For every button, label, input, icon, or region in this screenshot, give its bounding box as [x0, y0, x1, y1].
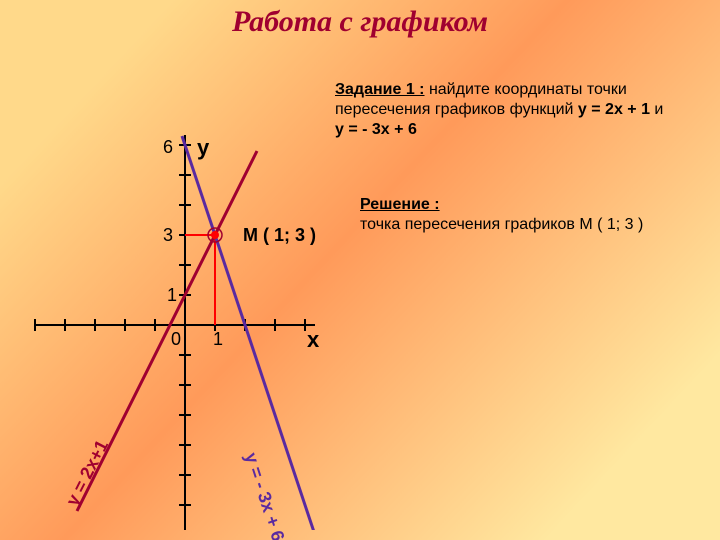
task-text: Задание 1 : найдите координаты точки пер… — [335, 80, 695, 140]
axis-number-labels: у х 0 1 1 3 6 М ( 1; 3 ) — [163, 135, 320, 352]
function-lines — [77, 136, 314, 530]
task-label: Задание 1 : — [335, 81, 425, 98]
page-title: Работа с графиком — [0, 5, 720, 39]
coordinate-chart: у х 0 1 1 3 6 М ( 1; 3 ) — [20, 70, 330, 530]
slide: Работа с графиком Задание 1 : найдите ко… — [0, 0, 720, 540]
svg-text:0: 0 — [171, 329, 181, 349]
svg-text:х: х — [307, 327, 320, 352]
svg-text:3: 3 — [163, 225, 173, 245]
task-func2: у = - 3х + 6 — [335, 121, 417, 138]
svg-text:6: 6 — [163, 137, 173, 157]
solution-label: Решение : — [360, 196, 440, 213]
task-func1: у = 2х + 1 — [578, 101, 650, 118]
svg-text:1: 1 — [167, 285, 177, 305]
svg-text:1: 1 — [213, 329, 223, 349]
solution-body: точка пересечения графиков М ( 1; 3 ) — [360, 216, 643, 233]
solution-text: Решение : точка пересечения графиков М (… — [360, 195, 700, 235]
svg-text:у: у — [197, 135, 210, 160]
helper-lines — [185, 235, 215, 325]
svg-text:М ( 1; 3 ): М ( 1; 3 ) — [243, 225, 316, 245]
